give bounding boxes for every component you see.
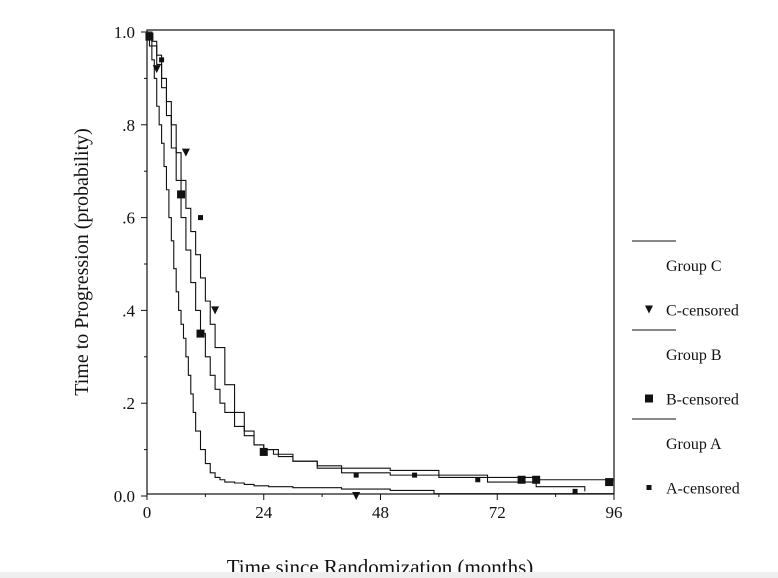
x-axis-ticks: 0 24 48 72 96 <box>143 494 623 522</box>
series-line-group-a <box>147 31 586 492</box>
legend-square-swatch <box>645 394 653 403</box>
bottom-strip <box>0 572 778 578</box>
legend-label: B-censored <box>666 392 739 409</box>
y-tick-label: .8 <box>122 116 135 135</box>
legend-label: Group C <box>666 258 722 275</box>
x-tick-label: 24 <box>255 503 273 522</box>
censor-mark-group-a <box>159 57 165 63</box>
x-tick-label: 0 <box>143 503 152 522</box>
y-axis-ticks: 0.0 .2 .4 .6 .8 1.0 <box>114 23 147 506</box>
censor-mark-group-a <box>353 472 359 478</box>
legend-label: Group B <box>666 347 722 364</box>
censor-mark-group-b <box>196 329 205 338</box>
series-layer <box>145 31 615 500</box>
y-tick-label: 1.0 <box>114 23 135 42</box>
censor-mark-group-b <box>517 475 526 484</box>
legend-label: Group A <box>666 436 722 453</box>
y-tick-label: .4 <box>122 301 135 320</box>
censor-mark-group-b <box>259 447 268 456</box>
legend-small-square-swatch <box>646 485 652 490</box>
legend-label: A-censored <box>666 481 740 498</box>
censor-mark-group-a <box>572 488 578 494</box>
legend-label: C-censored <box>666 303 739 320</box>
censor-mark-group-b <box>605 478 614 487</box>
censor-mark-group-b <box>177 190 186 199</box>
x-tick-label: 96 <box>606 503 623 522</box>
x-tick-label: 48 <box>372 503 389 522</box>
series-line-group-c <box>147 31 614 495</box>
series-line-group-b <box>147 31 615 483</box>
censor-mark-group-a <box>412 472 418 478</box>
censor-mark-group-c <box>181 148 190 157</box>
x-tick-label: 72 <box>489 503 506 522</box>
y-tick-label: 0.0 <box>114 487 135 506</box>
y-tick-label: .6 <box>122 209 135 228</box>
legend: Group C C-censored Group B B-censored Group … <box>632 240 740 498</box>
censor-mark-group-b <box>532 475 541 484</box>
censor-mark-group-a <box>475 477 481 483</box>
censor-mark-group-b <box>145 32 154 41</box>
censor-mark-group-c <box>211 306 220 315</box>
censor-mark-group-c <box>152 65 161 74</box>
censor-mark-group-a <box>198 215 204 221</box>
censor-mark-group-c <box>352 492 361 500</box>
plot-frame <box>146 29 615 495</box>
y-axis-label: Time to Progression (probability) <box>71 128 93 396</box>
y-tick-label: .2 <box>122 394 135 413</box>
legend-triangle-swatch <box>645 305 653 314</box>
